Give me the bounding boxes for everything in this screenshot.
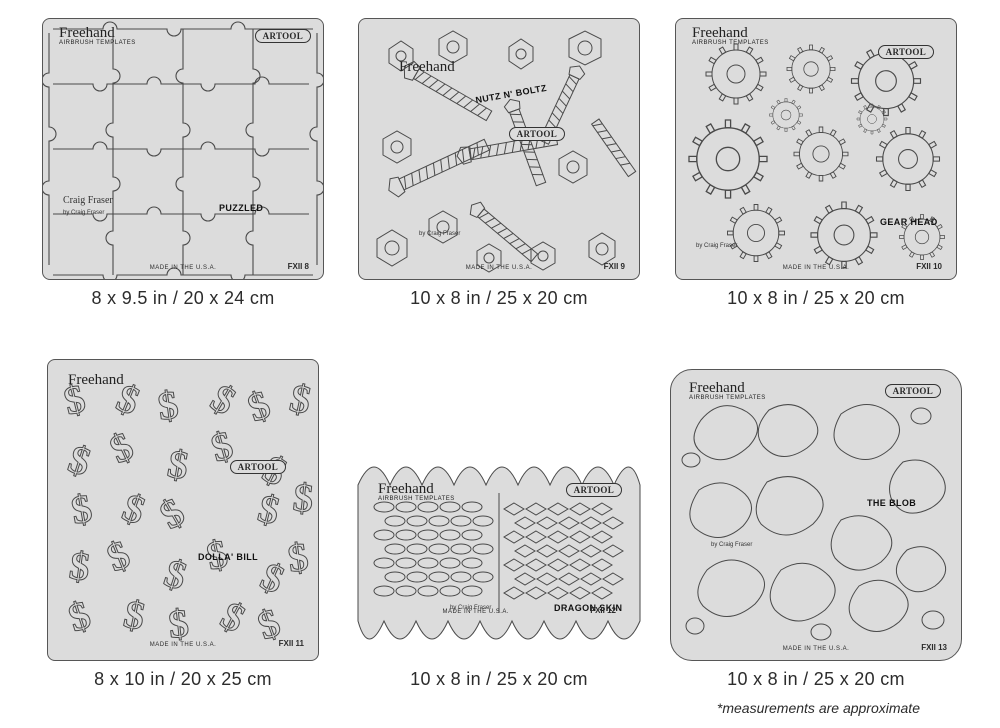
caption: 8 x 9.5 in / 20 x 24 cm (92, 288, 275, 309)
cell-dragon: Freehand AIRBRUSH TEMPLATES ARTOOL DRAGO… (354, 445, 644, 690)
cell-puzzled: Freehand AIRBRUSH TEMPLATES ARTOOL (38, 18, 328, 341)
template-name: DOLLA' BILL (198, 552, 258, 562)
brand-logo: Freehand AIRBRUSH TEMPLATES (692, 25, 769, 46)
caption: 10 x 8 in / 25 x 20 cm (410, 669, 588, 690)
artool-badge: ARTOOL (255, 29, 311, 43)
cell-gear: Freehand AIRBRUSH TEMPLATES ARTOOL (670, 18, 962, 341)
caption: 10 x 8 in / 25 x 20 cm (410, 288, 588, 309)
tile-puzzled: Freehand AIRBRUSH TEMPLATES ARTOOL (42, 18, 324, 280)
tile-dragon: Freehand AIRBRUSH TEMPLATES ARTOOL DRAGO… (354, 445, 644, 661)
nutz-art (359, 19, 639, 279)
product-code: FXII 8 (288, 262, 309, 271)
blob-art (671, 370, 961, 660)
footnote: *measurements are approximate (38, 700, 962, 716)
product-code: FXII 9 (604, 262, 625, 271)
signature: Craig Fraser by Craig Fraser (63, 195, 113, 217)
cell-blob: Freehand AIRBRUSH TEMPLATES ARTOOL (670, 369, 962, 690)
svg-text:$: $ (285, 534, 311, 581)
made-in: MADE IN THE U.S.A. (783, 646, 850, 652)
template-name: THE BLOB (867, 498, 916, 508)
svg-text:$: $ (103, 423, 140, 472)
svg-text:$: $ (166, 600, 191, 647)
tile-gear: Freehand AIRBRUSH TEMPLATES ARTOOL (675, 18, 957, 280)
artool-badge: ARTOOL (509, 127, 565, 141)
svg-text:$: $ (68, 485, 96, 533)
signature: by Craig Fraser (711, 538, 752, 549)
caption: 8 x 10 in / 20 x 25 cm (94, 669, 272, 690)
svg-text:$: $ (117, 484, 151, 533)
svg-text:$: $ (63, 592, 96, 641)
product-grid: Freehand AIRBRUSH TEMPLATES ARTOOL (0, 0, 1000, 728)
brand-name: Freehand (59, 25, 115, 41)
svg-text:$: $ (67, 542, 93, 589)
product-code: FXII 12 (590, 606, 616, 615)
made-in: MADE IN THE U.S.A. (150, 642, 217, 648)
svg-text:$: $ (214, 592, 253, 641)
svg-text:$: $ (155, 382, 181, 429)
artool-badge: ARTOOL (885, 384, 941, 398)
product-code: FXII 11 (279, 639, 304, 648)
puzzle-art (43, 19, 323, 279)
caption: 10 x 8 in / 25 x 20 cm (727, 288, 905, 309)
svg-text:$: $ (242, 381, 276, 430)
brand-sub: AIRBRUSH TEMPLATES (59, 40, 136, 46)
dolla-art: $ $ $ $ $ $ $ $ $ $ $ $ $ $ $ (48, 360, 318, 660)
svg-text:$: $ (204, 375, 244, 424)
template-name: GEAR HEAD (880, 217, 938, 227)
cell-nutz: Freehand ARTOOL (354, 18, 644, 341)
signature: by Craig Fraser (419, 227, 460, 238)
svg-text:$: $ (291, 474, 316, 521)
svg-text:$: $ (101, 531, 136, 580)
svg-text:$: $ (254, 553, 291, 602)
brand-logo: Freehand AIRBRUSH TEMPLATES (689, 380, 766, 401)
made-in: MADE IN THE U.S.A. (466, 265, 533, 271)
svg-text:$: $ (254, 485, 284, 534)
cell-dolla: Freehand ARTOOL $ $ $ $ $ $ $ $ $ $ (38, 359, 328, 690)
dragon-art (354, 445, 644, 661)
caption: 10 x 8 in / 25 x 20 cm (727, 669, 905, 690)
product-code: FXII 10 (916, 262, 942, 271)
svg-text:$: $ (159, 550, 192, 599)
artool-badge: ARTOOL (566, 483, 622, 497)
tile-blob: Freehand AIRBRUSH TEMPLATES ARTOOL (670, 369, 962, 661)
brand-logo: Freehand (68, 372, 124, 389)
product-code: FXII 13 (921, 643, 947, 652)
artool-badge: ARTOOL (878, 45, 934, 59)
tile-dolla: Freehand ARTOOL $ $ $ $ $ $ $ $ $ $ (47, 359, 319, 661)
svg-text:$: $ (120, 591, 149, 639)
tile-nutz: Freehand ARTOOL (358, 18, 640, 280)
template-name: PUZZLED (219, 203, 263, 213)
svg-text:$: $ (152, 489, 192, 538)
signature: by Craig Fraser (696, 239, 737, 250)
brand-logo: Freehand (399, 59, 455, 76)
svg-text:$: $ (164, 441, 192, 489)
made-in: MADE IN THE U.S.A. (783, 265, 850, 271)
made-in: MADE IN THE U.S.A. (150, 265, 217, 271)
svg-text:$: $ (286, 375, 315, 423)
svg-text:$: $ (63, 436, 96, 485)
brand-logo: Freehand AIRBRUSH TEMPLATES (378, 481, 455, 502)
made-in: MADE IN THE U.S.A. (443, 609, 510, 615)
brand-logo: Freehand AIRBRUSH TEMPLATES (59, 25, 136, 46)
artool-badge: ARTOOL (230, 460, 286, 474)
